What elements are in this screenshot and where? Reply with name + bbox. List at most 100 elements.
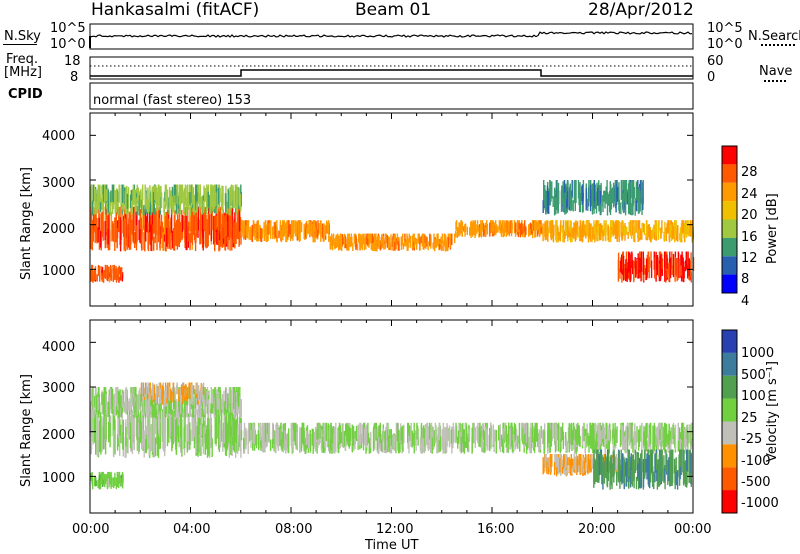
power-panel-band-1-cell — [115, 266, 117, 279]
velocity-panel-band-0-cell — [187, 416, 189, 442]
velocity-panel-band-4-cell — [505, 425, 507, 448]
power-panel-band-4-cell — [329, 242, 331, 250]
power-panel-band-4-cell — [350, 237, 353, 247]
velocity-panel-band-1-cell — [95, 480, 98, 486]
velocity-panel-band-4-cell — [354, 431, 356, 444]
power-panel-band-4-cell — [348, 233, 350, 244]
power-panel-band-1-cell — [113, 264, 116, 275]
velocity-panel-band-6-cell — [638, 457, 640, 490]
power-panel-band-3-cell — [240, 220, 243, 233]
velocity-panel-band-4-cell — [413, 432, 415, 454]
power-panel-band-2-cell — [185, 197, 188, 216]
power-panel-band-5-cell — [525, 227, 527, 235]
power-panel-band-7-cell — [629, 252, 631, 272]
power-panel-band-3-cell — [324, 225, 327, 237]
power-panel-band-5-cell — [464, 229, 466, 237]
velocity-panel-band-0-cell — [196, 426, 198, 456]
velocity-panel-band-4-cell — [646, 440, 648, 452]
velocity-panel-band-2-cell — [239, 396, 241, 418]
velocity-panel-band-0-cell — [191, 413, 193, 442]
power-panel-band-6-cell — [596, 225, 599, 240]
velocity-panel-band-2-cell — [201, 402, 203, 415]
power-panel-band-6-cell — [670, 225, 672, 236]
velocity-panel-band-6-cell — [676, 470, 679, 490]
velocity-panel-band-3-cell — [159, 388, 162, 402]
power-panel-band-4-cell — [402, 242, 405, 250]
velocity-panel-band-4-cell — [282, 424, 285, 442]
velocity-panel-band-3-cell — [144, 382, 147, 394]
power-panel-band-5-cell — [530, 223, 533, 235]
power-panel-band-6-cell — [647, 224, 650, 237]
velocity-panel-band-0-cell — [225, 436, 228, 454]
velocity-panel-band-5-cell — [586, 454, 589, 470]
power-panel-band-4-cell — [331, 235, 333, 247]
power-panel-band-6-cell — [604, 225, 606, 236]
power-panel-band-0-cell — [214, 215, 216, 246]
power-colorbar-segment — [722, 182, 737, 202]
velocity-panel-band-2-cell — [101, 392, 103, 405]
velocity-panel-band-4-cell — [542, 430, 544, 444]
noise-tick-high-right: 10^5 — [707, 21, 743, 36]
velocity-panel-band-0-cell — [119, 419, 121, 441]
power-panel-band-1-cell — [112, 264, 114, 274]
power-panel-band-0-cell — [216, 226, 218, 245]
velocity-panel-band-6-cell — [645, 458, 647, 473]
velocity-panel-band-0-cell — [215, 413, 217, 444]
power-panel-band-8-cell — [616, 180, 618, 199]
power-panel-band-4-cell — [409, 240, 411, 248]
velocity-colorbar-label: Velocity [m s⁻¹] — [765, 361, 780, 462]
power-panel-band-3-cell — [261, 228, 264, 239]
velocity-panel-band-2-cell — [90, 401, 92, 412]
power-panel-band-4-cell — [419, 237, 421, 250]
power-panel-band-6-cell — [574, 222, 576, 233]
power-panel-band-0-cell — [175, 222, 177, 246]
velocity-panel-band-4-cell — [264, 435, 266, 452]
velocity-panel-band-0-cell — [205, 429, 208, 450]
power-panel-band-0-cell — [224, 231, 226, 251]
power-panel-band-3-cell — [304, 228, 306, 238]
velocity-panel-band-2-cell — [182, 407, 184, 418]
velocity-panel-band-4-cell — [274, 431, 277, 452]
power-panel-band-0-cell — [149, 206, 151, 233]
velocity-panel-band-2-cell — [190, 407, 192, 417]
power-panel-band-6-cell — [564, 232, 566, 239]
velocity-panel-band-2-cell — [147, 400, 149, 414]
power-colorbar-segment — [722, 274, 737, 293]
power-panel-band-2-cell — [149, 185, 151, 203]
power-panel-band-0-cell — [164, 216, 167, 251]
power-panel-band-8-cell — [632, 180, 635, 203]
power-panel-band-0-cell — [235, 206, 237, 239]
power-panel-band-4-cell — [381, 234, 383, 243]
velocity-panel-band-4-cell — [338, 426, 340, 445]
velocity-panel-band-0-cell — [140, 421, 143, 440]
velocity-panel-band-2-cell — [113, 393, 115, 416]
velocity-panel-band-2-cell — [227, 398, 229, 413]
velocity-panel-band-6-cell — [594, 460, 596, 477]
power-panel-band-4-cell — [394, 238, 396, 245]
power-panel-band-6-cell — [642, 223, 645, 233]
power-panel-band-4-cell — [449, 233, 451, 245]
velocity-panel-band-0-cell — [173, 413, 176, 442]
power-colorbar-segment — [722, 237, 737, 257]
velocity-panel-band-5-cell — [573, 454, 575, 470]
velocity-panel-band-2-cell — [147, 394, 150, 405]
station-title: Hankasalmi (fitACF) — [91, 0, 260, 20]
power-panel-band-8-cell — [632, 197, 634, 214]
power-panel-band-4-cell — [411, 235, 413, 249]
power-panel-band-7-cell — [625, 259, 627, 272]
velocity-panel-band-0-cell — [143, 430, 145, 458]
power-panel-band-0-cell — [120, 226, 122, 247]
velocity-panel-band-3-cell — [174, 391, 176, 401]
velocity-panel-band-4-cell — [669, 439, 672, 451]
velocity-panel-band-2-cell — [92, 387, 95, 411]
velocity-panel-band-4-cell — [438, 440, 440, 453]
power-panel-band-8-cell — [606, 192, 609, 216]
power-panel-band-3-cell — [260, 228, 262, 242]
power-panel-band-4-cell — [434, 238, 437, 247]
velocity-panel-band-1-cell — [117, 475, 120, 489]
power-panel-band-4-cell — [336, 234, 338, 248]
power-panel-band-2-cell — [126, 193, 129, 209]
power-panel-band-5-cell — [470, 230, 472, 236]
velocity-panel-band-4-cell — [276, 422, 278, 445]
power-panel-band-8-cell — [600, 204, 602, 216]
